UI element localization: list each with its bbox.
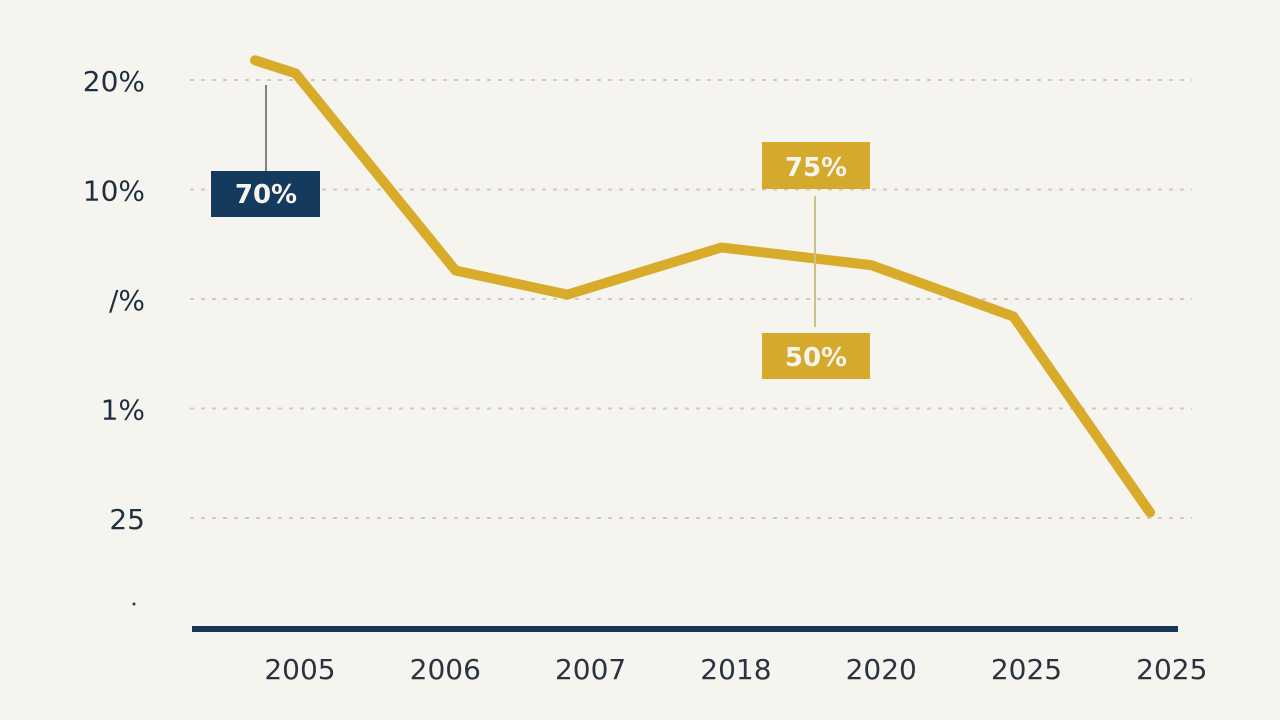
series-group	[250, 55, 1155, 518]
annotation-box	[762, 333, 870, 379]
y-tick-label: 25	[109, 503, 145, 536]
x-tick-label: 2007	[555, 653, 626, 686]
annotation-label: 75%	[785, 153, 847, 183]
x-tick-label: 2018	[700, 653, 771, 686]
x-tick-label: 2020	[846, 653, 917, 686]
axis-dot	[132, 602, 136, 606]
y-tick-label: 20%	[83, 65, 145, 98]
x-tick-label: 2005	[264, 653, 335, 686]
annotation-box	[762, 142, 870, 189]
x-tick-label: 2006	[410, 653, 481, 686]
y-axis-ticks: 25 1% /% 10% 20%	[83, 65, 145, 536]
x-tick-label: 2025	[1136, 653, 1207, 686]
annotation-box	[211, 171, 320, 217]
annotation-70: 70%	[211, 85, 320, 217]
y-tick-label: 10%	[83, 175, 145, 208]
annotation-label: 70%	[235, 180, 297, 210]
annotation-label: 50%	[785, 343, 847, 373]
x-axis-ticks: 2005 2006 2007 2018 2020 2025 2025	[264, 653, 1207, 686]
gridlines	[190, 79, 1192, 519]
annotation-75-50: 75% 50%	[762, 142, 870, 379]
series-line	[250, 55, 1155, 518]
y-tick-label: /%	[109, 284, 145, 317]
y-tick-label: 1%	[101, 394, 145, 427]
x-tick-label: 2025	[991, 653, 1062, 686]
